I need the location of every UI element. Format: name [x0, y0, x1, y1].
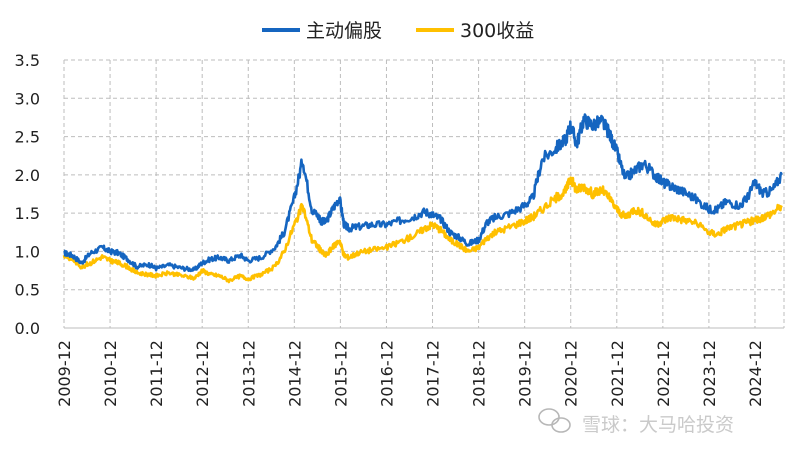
watermark: 雪球：大马哈投资 — [538, 408, 734, 436]
y-tick-label: 0.0 — [15, 319, 40, 338]
y-tick-label: 1.5 — [15, 204, 40, 223]
x-tick-label: 2010-12 — [101, 340, 120, 407]
x-tick-label: 2011-12 — [147, 340, 166, 407]
x-tick-label: 2012-12 — [193, 340, 212, 407]
y-tick-label: 2.5 — [15, 128, 40, 147]
grid — [63, 59, 785, 329]
x-tick-label: 2019-12 — [516, 340, 535, 407]
x-tick-label: 2024-12 — [746, 340, 765, 407]
y-tick-label: 0.5 — [15, 281, 40, 300]
x-tick-label: 2013-12 — [239, 340, 258, 407]
x-tick-label: 2023-12 — [700, 340, 719, 407]
x-tick-label: 2017-12 — [424, 340, 443, 407]
wechat-icon — [538, 408, 571, 433]
y-tick-label: 2.0 — [15, 166, 40, 185]
y-tick-label: 3.0 — [15, 89, 40, 108]
x-tick-label: 2022-12 — [654, 340, 673, 407]
y-tick-label: 1.0 — [15, 242, 40, 261]
x-axis-ticks: 2009-12 2010-12 2011-12 2012-12 2013-12 2014-… — [55, 340, 765, 407]
x-tick-label: 2016-12 — [377, 340, 396, 407]
legend: 主动偏股 300收益 — [262, 20, 534, 42]
x-tick-label: 2014-12 — [285, 340, 304, 407]
y-axis-ticks: 0.0 0.5 1.0 1.5 2.0 2.5 3.0 3.5 — [15, 51, 40, 338]
x-tick-label: 2009-12 — [55, 340, 74, 407]
legend-label: 300收益 — [460, 20, 534, 42]
x-tick-label: 2018-12 — [470, 340, 489, 407]
legend-label: 主动偏股 — [306, 20, 382, 42]
series-lines — [62, 113, 783, 284]
series-line-300收益 — [62, 176, 783, 284]
x-tick-label: 2021-12 — [608, 340, 627, 407]
x-tick-label: 2015-12 — [331, 340, 350, 407]
x-tick-label: 2020-12 — [562, 340, 581, 407]
watermark-text: 雪球：大马哈投资 — [582, 414, 734, 436]
y-tick-label: 3.5 — [15, 51, 40, 70]
series-line-主动偏股 — [63, 113, 783, 273]
